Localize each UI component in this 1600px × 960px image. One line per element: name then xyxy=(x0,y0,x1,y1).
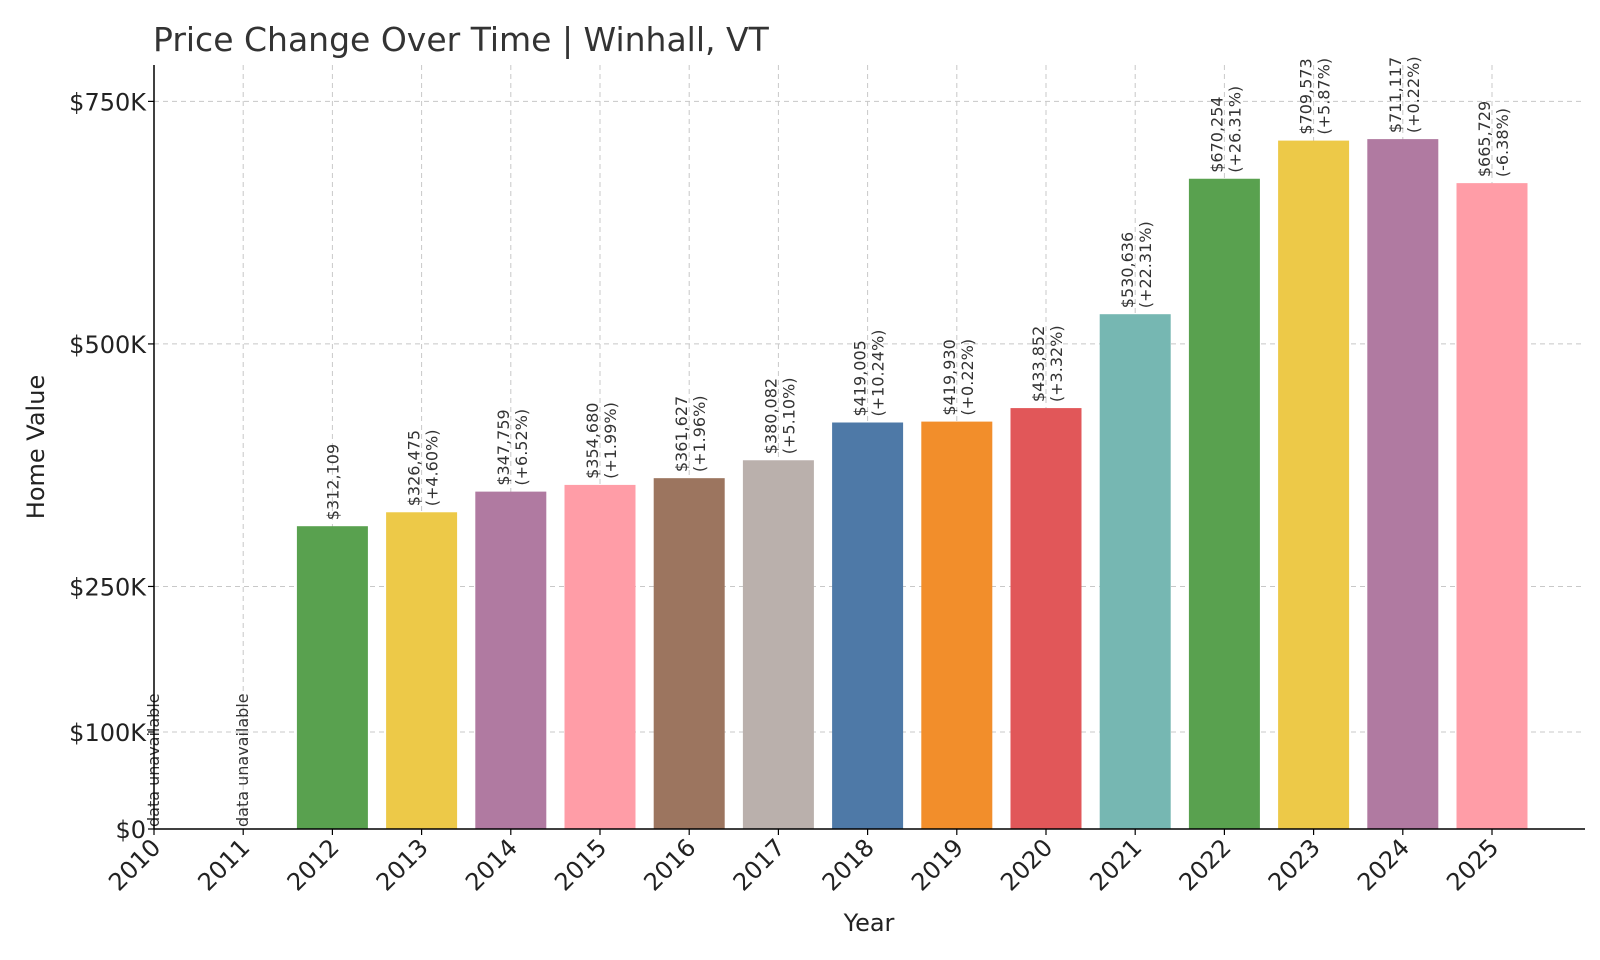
bar-change-label: (+10.24%) xyxy=(869,330,888,417)
bar-change-label: (+26.31%) xyxy=(1225,86,1244,173)
x-tick-label: 2015 xyxy=(549,833,612,896)
bar-value-label: $361,627 xyxy=(672,396,691,472)
bar-2023 xyxy=(1278,140,1350,829)
bar-2021 xyxy=(1099,314,1171,829)
bar-value-label: $665,729 xyxy=(1475,101,1494,177)
bar-value-label: $433,852 xyxy=(1029,326,1048,402)
bar-value-label: $347,759 xyxy=(494,409,513,485)
x-tick-label: 2013 xyxy=(371,833,434,896)
bar-value-label: $419,930 xyxy=(940,339,959,415)
bar-value-label: $530,636 xyxy=(1118,232,1137,308)
y-tick-label: $250K xyxy=(69,573,147,601)
x-tick-label: 2017 xyxy=(728,833,791,896)
x-tick-label: 2022 xyxy=(1174,833,1237,896)
bar-2014 xyxy=(475,491,547,829)
bar-2013 xyxy=(386,512,458,829)
bar-value-label: $380,082 xyxy=(761,378,780,454)
bar-2022 xyxy=(1188,178,1260,830)
y-axis-label: Home Value xyxy=(22,375,50,519)
y-tick-label: $0 xyxy=(115,816,146,844)
bar-2019 xyxy=(921,421,993,829)
bar-2018 xyxy=(832,422,904,829)
bar-change-label: (+22.31%) xyxy=(1136,221,1155,308)
bar-change-label: (+3.32%) xyxy=(1047,325,1066,402)
x-tick-label: 2012 xyxy=(282,833,345,896)
unavailable-label: data unavailable xyxy=(233,693,252,827)
x-tick-label: 2023 xyxy=(1263,833,1326,896)
bar-value-label: $326,475 xyxy=(405,430,424,506)
bar-2012 xyxy=(296,526,368,829)
bar-value-label: $670,254 xyxy=(1207,96,1226,172)
x-tick-label: 2014 xyxy=(460,833,523,896)
bar-value-label: $312,109 xyxy=(323,444,342,520)
bar-change-label: (+0.22%) xyxy=(1404,56,1423,133)
bar-2024 xyxy=(1367,139,1439,829)
bar-2015 xyxy=(564,484,636,829)
x-tick-label: 2020 xyxy=(995,833,1058,896)
bar-2025 xyxy=(1456,183,1528,829)
bar-change-label: (+4.60%) xyxy=(423,430,442,507)
bar-labels-layer: data unavailabledata unavailable$312,109… xyxy=(144,56,1512,827)
bar-value-label: $709,573 xyxy=(1297,58,1316,134)
chart-title: Price Change Over Time | Winhall, VT xyxy=(153,20,770,59)
bar-2016 xyxy=(653,478,725,829)
x-tick-label: 2024 xyxy=(1352,833,1415,896)
y-tick-label: $500K xyxy=(69,331,147,359)
x-ticks-layer: 2010 2011 2012 2013 2014 2015 2016 2017 2018 2019… xyxy=(103,829,1504,896)
y-ticks-layer: $0 $100K $250K $500K $750K xyxy=(69,88,154,844)
x-axis-label: Year xyxy=(843,909,895,937)
x-tick-label: 2025 xyxy=(1441,833,1504,896)
bar-value-label: $354,680 xyxy=(583,403,602,479)
y-tick-label: $750K xyxy=(69,88,147,116)
bar-change-label: (+1.96%) xyxy=(690,395,709,472)
bar-change-label: (+6.52%) xyxy=(512,409,531,486)
bar-value-label: $419,005 xyxy=(851,340,870,416)
bar-change-label: (+5.10%) xyxy=(779,378,798,455)
x-tick-label: 2019 xyxy=(906,833,969,896)
bar-change-label: (+1.99%) xyxy=(601,402,620,479)
bar-change-label: (+5.87%) xyxy=(1315,58,1334,135)
bar-change-label: (+0.22%) xyxy=(958,339,977,416)
x-tick-label: 2018 xyxy=(817,833,880,896)
bar-2020 xyxy=(1010,408,1082,829)
y-tick-label: $100K xyxy=(69,719,147,747)
bar-value-label: $711,117 xyxy=(1386,57,1405,133)
x-tick-label: 2021 xyxy=(1084,833,1147,896)
bars-layer xyxy=(296,139,1528,830)
x-tick-label: 2016 xyxy=(638,833,701,896)
bar-2017 xyxy=(742,460,814,829)
x-tick-label: 2011 xyxy=(192,833,255,896)
bar-change-label: (-6.38%) xyxy=(1493,108,1512,177)
